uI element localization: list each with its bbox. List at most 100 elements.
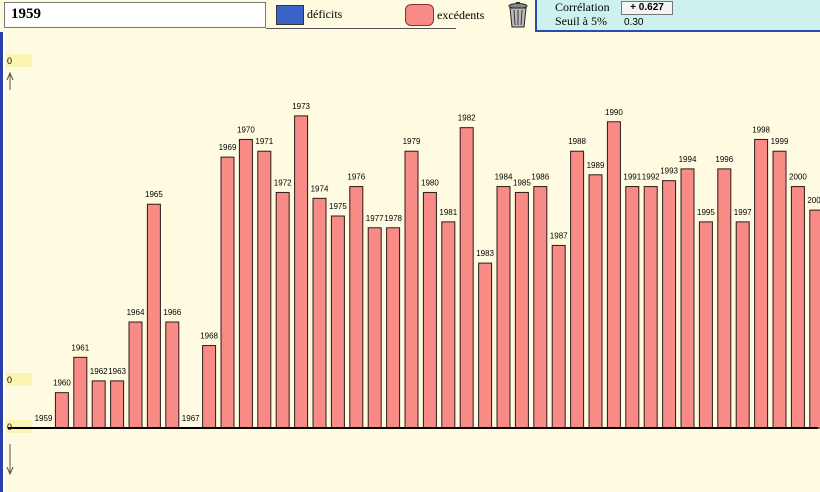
bar-label-1976: 1976: [347, 173, 365, 182]
bar-label-1969: 1969: [219, 143, 237, 152]
bar-label-1985: 1985: [513, 178, 531, 187]
bar-label-1975: 1975: [329, 202, 347, 211]
bar-label-1965: 1965: [145, 190, 163, 199]
legend-deficit-label: déficits: [307, 7, 343, 21]
bar-chart: 0001959196019611962196319641965196619671…: [6, 54, 820, 476]
y-axis-up-arrow: [6, 71, 14, 81]
bar-1990: [606, 121, 621, 429]
bar-1985: [514, 191, 529, 429]
bar-1960: [54, 392, 69, 429]
bar-label-1982: 1982: [458, 114, 476, 123]
bar-1971: [257, 150, 272, 429]
legend-deficit-swatch[interactable]: [276, 5, 304, 25]
bar-1963: [110, 380, 125, 429]
y-axis-down-arrow: [6, 466, 14, 476]
y-tick-bg: [6, 420, 32, 433]
seuil-value: 0.30: [624, 17, 644, 28]
bar-1970: [238, 138, 253, 429]
y-tick-label: 0: [7, 375, 12, 385]
bar-1997: [735, 221, 750, 429]
bar-label-1999: 1999: [771, 137, 789, 146]
bar-label-1997: 1997: [734, 208, 752, 217]
bar-1984: [496, 186, 511, 429]
bar-1965: [146, 203, 161, 429]
bar-label-1963: 1963: [108, 367, 126, 376]
bar-label-1990: 1990: [605, 108, 623, 117]
bar-1981: [441, 221, 456, 429]
bar-1988: [570, 150, 585, 429]
bar-1975: [330, 215, 345, 429]
bar-1974: [312, 197, 327, 429]
trash-icon[interactable]: [506, 2, 530, 28]
correlation-panel: Corrélation + 0.627 Seuil à 5% 0.30: [535, 0, 820, 32]
bar-1964: [128, 321, 143, 429]
bar-1983: [478, 262, 493, 429]
bar-1979: [404, 150, 419, 429]
bar-label-1974: 1974: [311, 184, 329, 193]
bar-label-1993: 1993: [660, 167, 678, 176]
bar-1962: [91, 380, 106, 429]
bar-label-1998: 1998: [752, 125, 770, 134]
bar-label-1996: 1996: [715, 155, 733, 164]
left-border-highlight: [3, 32, 5, 492]
bar-label-1979: 1979: [403, 137, 421, 146]
bar-label-1988: 1988: [568, 137, 586, 146]
y-tick-bg: [6, 54, 32, 67]
bar-1978: [386, 227, 401, 429]
bar-1994: [680, 168, 695, 429]
bar-1973: [294, 115, 309, 429]
bar-label-2000: 2000: [789, 173, 807, 182]
bar-2000: [790, 186, 805, 429]
bar-1999: [772, 150, 787, 429]
bar-1992: [643, 186, 658, 429]
bar-label-1980: 1980: [421, 178, 439, 187]
correlation-value: + 0.627: [621, 1, 673, 15]
bar-label-1995: 1995: [697, 208, 715, 217]
bar-label-1994: 1994: [679, 155, 697, 164]
y-tick-bg: [6, 373, 32, 386]
bar-1989: [588, 174, 603, 429]
bar-label-1992: 1992: [642, 173, 660, 182]
bar-1993: [662, 180, 677, 429]
bar-label-1991: 1991: [623, 173, 641, 182]
bar-label-1971: 1971: [255, 137, 273, 146]
bar-label-1959: 1959: [35, 414, 53, 423]
bar-label-1962: 1962: [90, 367, 108, 376]
legend-excedent-swatch[interactable]: [405, 4, 434, 26]
bar-label-1972: 1972: [274, 178, 292, 187]
left-border: [0, 32, 5, 492]
bar-1966: [165, 321, 180, 429]
bar-label-1987: 1987: [550, 231, 568, 240]
correlation-label: Corrélation: [555, 0, 610, 14]
bar-1961: [73, 356, 88, 429]
bar-label-1961: 1961: [71, 343, 89, 352]
seuil-label: Seuil à 5%: [555, 14, 607, 28]
bar-1991: [625, 186, 640, 429]
bar-1972: [275, 191, 290, 429]
bar-label-1967: 1967: [182, 414, 200, 423]
bar-label-1973: 1973: [292, 102, 310, 111]
bar-1986: [533, 186, 548, 429]
bar-label-1970: 1970: [237, 125, 255, 134]
bar-2001: [809, 209, 820, 429]
bar-1996: [717, 168, 732, 429]
bar-label-1986: 1986: [531, 173, 549, 182]
legend-excedent-label: excédents: [437, 8, 485, 22]
y-tick-label: 0: [7, 56, 12, 66]
bar-1968: [202, 345, 217, 429]
top-bar: 1959 déficits excédents Corrélation + 0.…: [0, 0, 820, 32]
bar-label-1989: 1989: [587, 161, 605, 170]
bar-1977: [367, 227, 382, 429]
year-display: 1959: [4, 2, 266, 28]
bar-label-1964: 1964: [127, 308, 145, 317]
bar-label-1983: 1983: [476, 249, 494, 258]
header-divider: [266, 28, 456, 29]
bar-1987: [551, 244, 566, 429]
bar-label-1968: 1968: [200, 332, 218, 341]
bar-1969: [220, 156, 235, 429]
bar-1998: [754, 138, 769, 429]
bar-label-1978: 1978: [384, 214, 402, 223]
bar-label-2001: 2001: [807, 196, 820, 205]
bar-label-1981: 1981: [439, 208, 457, 217]
bar-1982: [459, 127, 474, 429]
